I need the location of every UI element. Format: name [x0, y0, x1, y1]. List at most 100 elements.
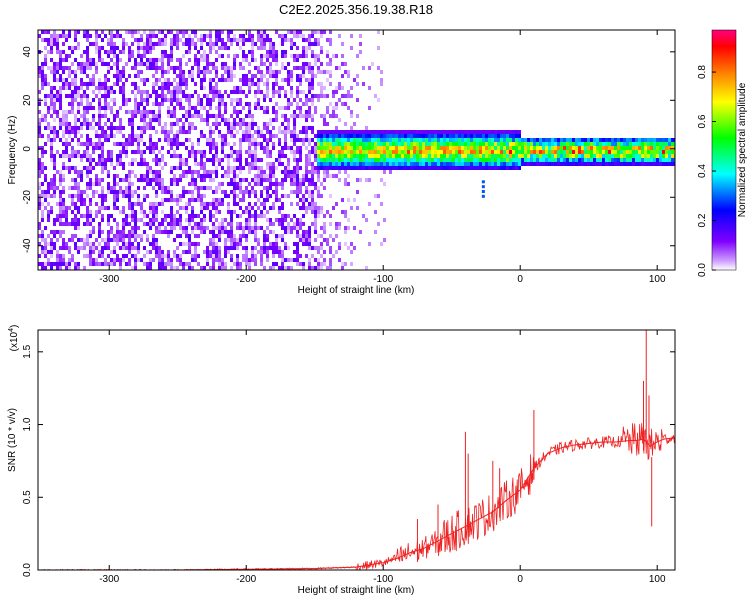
spectrogram-cell	[311, 190, 314, 194]
spectrogram-cell	[44, 30, 47, 34]
spectrogram-cell	[299, 226, 302, 230]
spectrogram-cell	[599, 162, 602, 166]
spectrogram-cell	[581, 154, 584, 158]
spectrogram-cell	[305, 110, 308, 114]
spectrogram-cell	[308, 150, 311, 154]
spectrogram-cell	[518, 146, 521, 150]
spectrogram-cell	[152, 118, 155, 122]
spectrogram-cell	[326, 106, 329, 110]
spectrogram-cell	[476, 166, 479, 170]
spectrogram-cell	[545, 154, 548, 158]
spectrogram-cell	[314, 94, 317, 98]
spectrogram-cell	[473, 138, 476, 142]
spectrogram-cell	[149, 142, 152, 146]
spectrogram-cell	[641, 162, 644, 166]
spectrogram-cell	[194, 234, 197, 238]
spectrogram-cell	[416, 154, 419, 158]
spectrogram-cell	[308, 86, 311, 90]
spectrogram-cell	[263, 174, 266, 178]
spectrogram-cell	[44, 246, 47, 250]
spectrogram-cell	[188, 98, 191, 102]
spectrogram-cell	[347, 218, 350, 222]
spectrogram-cell	[641, 146, 644, 150]
spectrogram-cell	[110, 66, 113, 70]
spectrogram-cell	[146, 62, 149, 66]
spectrogram-cell	[98, 142, 101, 146]
spectrogram-cell	[167, 230, 170, 234]
spectrogram-cell	[212, 62, 215, 66]
spectrogram-cell	[569, 158, 572, 162]
spectrogram-cell	[266, 190, 269, 194]
spectrogram-cell	[329, 38, 332, 42]
spectrogram-cell	[299, 90, 302, 94]
spectrogram-cell	[107, 54, 110, 58]
spectrogram-cell	[86, 82, 89, 86]
spectrogram-cell	[74, 222, 77, 226]
spectrogram-cell	[119, 118, 122, 122]
spectrogram-cell	[287, 122, 290, 126]
spectrogram-cell	[299, 222, 302, 226]
spectrogram-cell	[158, 86, 161, 90]
spectrogram-cell	[179, 118, 182, 122]
spectrogram-cell	[260, 74, 263, 78]
spectrogram-cell	[251, 78, 254, 82]
spectrogram-cell	[230, 246, 233, 250]
spectrogram-cell	[269, 98, 272, 102]
spectrogram-cell	[179, 198, 182, 202]
spectrogram-cell	[209, 174, 212, 178]
spectrogram-cell	[182, 194, 185, 198]
spectrogram-cell	[77, 190, 80, 194]
spectrogram-cell	[86, 122, 89, 126]
spectrogram-cell	[83, 254, 86, 258]
spectrogram-cell	[290, 174, 293, 178]
spectrogram-cell	[212, 246, 215, 250]
spectrogram-cell	[77, 46, 80, 50]
spectrogram-cell	[152, 110, 155, 114]
spectrogram-cell	[89, 42, 92, 46]
spectrogram-cell	[350, 46, 353, 50]
spectrogram-cell	[260, 178, 263, 182]
spectrogram-cell	[194, 106, 197, 110]
spectrogram-cell	[245, 130, 248, 134]
spectrogram-cell	[263, 146, 266, 150]
spectrogram-cell	[140, 94, 143, 98]
spectrogram-cell	[629, 162, 632, 166]
spectrogram-cell	[167, 234, 170, 238]
spectrogram-cell	[140, 78, 143, 82]
spectrogram-cell	[41, 154, 44, 158]
spectrogram-cell	[215, 254, 218, 258]
spectrogram-cell	[317, 174, 320, 178]
spectrogram-cell	[290, 54, 293, 58]
spectrogram-cell	[113, 166, 116, 170]
spectrogram-cell	[239, 126, 242, 130]
spectrogram-cell	[260, 146, 263, 150]
spectrogram-cell	[158, 114, 161, 118]
spectrogram-cell	[140, 158, 143, 162]
spectrogram-cell	[62, 34, 65, 38]
spectrogram-cell	[629, 138, 632, 142]
spectrogram-cell	[80, 158, 83, 162]
spectrogram-cell	[575, 146, 578, 150]
spectrogram-cell	[218, 254, 221, 258]
spectrogram-cell	[185, 82, 188, 86]
spectrogram-cell	[44, 226, 47, 230]
spectrogram-cell	[299, 158, 302, 162]
spectrogram-cell	[335, 66, 338, 70]
spectrogram-cell	[215, 250, 218, 254]
spectrogram-cell	[203, 134, 206, 138]
spectrogram-cell	[335, 146, 338, 150]
spectrogram-cell	[284, 194, 287, 198]
spectrogram-cell	[119, 186, 122, 190]
spectrogram-cell	[299, 146, 302, 150]
spectrogram-cell	[68, 66, 71, 70]
spectrogram-cell	[398, 150, 401, 154]
spectrogram-cell	[671, 146, 674, 150]
spectrogram-cell	[392, 134, 395, 138]
spectrogram-cell	[266, 66, 269, 70]
spectrogram-cell	[299, 110, 302, 114]
spectrogram-cell	[161, 190, 164, 194]
spectrogram-cell	[293, 222, 296, 226]
spectrogram-cell	[437, 146, 440, 150]
spectrogram-cell	[293, 258, 296, 262]
spectrogram-cell	[62, 162, 65, 166]
